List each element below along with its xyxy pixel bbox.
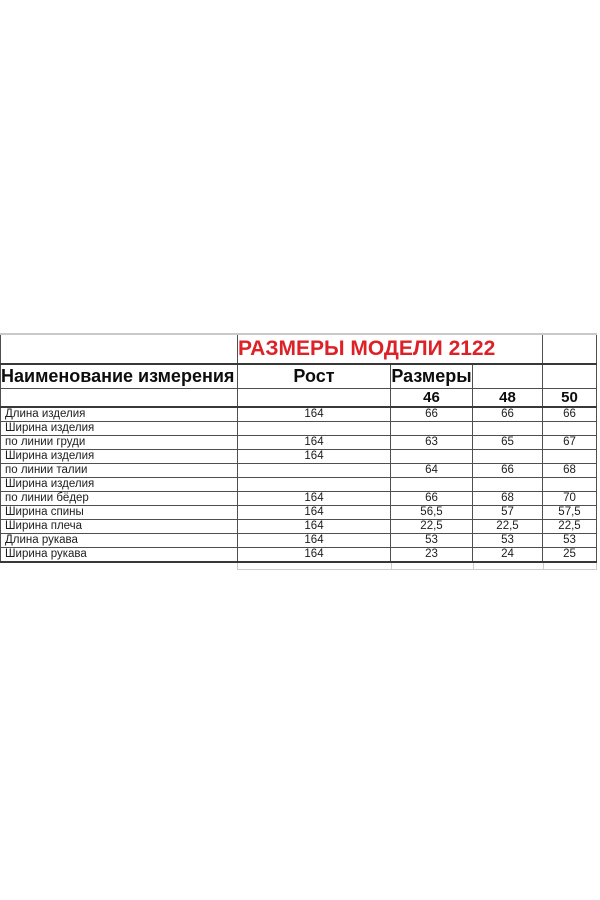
measurement-value-cell: 66 bbox=[390, 491, 473, 506]
measurement-value-cell: 57,5 bbox=[542, 505, 597, 520]
measurement-value-cell: 70 bbox=[542, 491, 597, 506]
table-row: Ширина изделия bbox=[0, 421, 597, 436]
header-height: Рост bbox=[237, 363, 391, 389]
measurement-value-cell: 53 bbox=[472, 533, 543, 548]
size-chart-table: РАЗМЕРЫ МОДЕЛИ 2122 Наименование измерен… bbox=[0, 333, 597, 563]
measurement-value-cell: 68 bbox=[472, 491, 543, 506]
measurement-name-cell: Ширина изделия bbox=[0, 421, 238, 436]
table-title: РАЗМЕРЫ МОДЕЛИ 2122 bbox=[237, 333, 543, 365]
measurement-value-cell: 164 bbox=[237, 491, 391, 506]
size-label-48: 48 bbox=[472, 388, 543, 408]
measurement-value-cell: 22,5 bbox=[542, 519, 597, 534]
measurement-value-cell: 56,5 bbox=[390, 505, 473, 520]
header-measurement-name: Наименование измерения bbox=[0, 363, 238, 389]
measurement-value-cell: 164 bbox=[237, 449, 391, 464]
table-row: по линии груди 164 63 65 67 bbox=[0, 435, 597, 450]
measurement-value-cell: 164 bbox=[237, 406, 391, 422]
measurement-name-cell: по линии бёдер bbox=[0, 491, 238, 506]
measurement-value-cell: 164 bbox=[237, 547, 391, 563]
table-row: Ширина спины 164 56,5 57 57,5 bbox=[0, 505, 597, 520]
measurement-value-cell: 53 bbox=[390, 533, 473, 548]
table-row: по линии талии 64 66 68 bbox=[0, 463, 597, 478]
measurement-value-cell: 67 bbox=[542, 435, 597, 450]
measurement-value-cell bbox=[237, 421, 391, 436]
measurement-value-cell: 68 bbox=[542, 463, 597, 478]
measurement-name-cell: Ширина плеча bbox=[0, 519, 238, 534]
measurement-name-cell: Ширина рукава bbox=[0, 547, 238, 563]
measurement-value-cell: 164 bbox=[237, 435, 391, 450]
measurement-value-cell: 164 bbox=[237, 533, 391, 548]
measurement-value-cell: 66 bbox=[542, 406, 597, 422]
measurement-name-cell: Длина рукава bbox=[0, 533, 238, 548]
measurement-value-cell: 22,5 bbox=[472, 519, 543, 534]
measurement-value-cell bbox=[390, 421, 473, 436]
sizes-row-empty-cell bbox=[0, 388, 238, 408]
header-empty-cell bbox=[472, 363, 543, 389]
measurement-value-cell: 164 bbox=[237, 519, 391, 534]
measurement-value-cell bbox=[472, 477, 543, 492]
measurements-body: Длина изделия 164 66 66 66 Ширина изделия по л… bbox=[0, 406, 597, 563]
measurement-value-cell: 164 bbox=[237, 505, 391, 520]
header-sizes: Размеры bbox=[390, 363, 473, 389]
measurement-value-cell: 66 bbox=[390, 406, 473, 422]
table-row: по линии бёдер 164 66 68 70 bbox=[0, 491, 597, 506]
measurement-value-cell: 25 bbox=[542, 547, 597, 563]
measurement-name-cell: Длина изделия bbox=[0, 406, 238, 422]
table-row: Длина изделия 164 66 66 66 bbox=[0, 406, 597, 422]
measurement-value-cell: 53 bbox=[542, 533, 597, 548]
grid-line-stub bbox=[473, 563, 474, 569]
grid-line-stub bbox=[543, 563, 544, 569]
size-label-46: 46 bbox=[390, 388, 473, 408]
column-header-row: Наименование измерения Рост Размеры bbox=[0, 363, 597, 389]
measurement-value-cell: 22,5 bbox=[390, 519, 473, 534]
size-labels-row: 46 48 50 bbox=[0, 388, 597, 408]
measurement-name-cell: Ширина изделия bbox=[0, 477, 238, 492]
size-label-50: 50 bbox=[542, 388, 597, 408]
measurement-value-cell: 65 bbox=[472, 435, 543, 450]
accent-corner-cell bbox=[542, 333, 597, 365]
measurement-value-cell bbox=[542, 477, 597, 492]
title-row-empty-cell bbox=[0, 333, 238, 365]
table-row: Ширина плеча 164 22,5 22,5 22,5 bbox=[0, 519, 597, 534]
header-empty-cell bbox=[542, 363, 597, 389]
measurement-value-cell: 23 bbox=[390, 547, 473, 563]
measurement-value-cell bbox=[472, 449, 543, 464]
measurement-name-cell: по линии груди bbox=[0, 435, 238, 450]
measurement-value-cell bbox=[237, 477, 391, 492]
measurement-value-cell: 66 bbox=[472, 463, 543, 478]
partial-next-row-artifact bbox=[237, 563, 597, 570]
measurement-value-cell bbox=[390, 477, 473, 492]
sizes-row-empty-cell bbox=[237, 388, 391, 408]
measurement-name-cell: по линии талии bbox=[0, 463, 238, 478]
table-row: Длина рукава 164 53 53 53 bbox=[0, 533, 597, 548]
table-row: Ширина рукава 164 23 24 25 bbox=[0, 547, 597, 563]
measurement-value-cell bbox=[542, 421, 597, 436]
measurement-value-cell: 64 bbox=[390, 463, 473, 478]
table-row: Ширина изделия 164 bbox=[0, 449, 597, 464]
measurement-value-cell: 63 bbox=[390, 435, 473, 450]
measurement-value-cell: 57 bbox=[472, 505, 543, 520]
measurement-value-cell bbox=[542, 449, 597, 464]
table-row: Ширина изделия bbox=[0, 477, 597, 492]
measurement-value-cell bbox=[237, 463, 391, 478]
title-row: РАЗМЕРЫ МОДЕЛИ 2122 bbox=[0, 333, 597, 365]
measurement-value-cell bbox=[472, 421, 543, 436]
grid-line-stub bbox=[391, 563, 392, 569]
measurement-value-cell: 24 bbox=[472, 547, 543, 563]
measurement-value-cell bbox=[390, 449, 473, 464]
measurement-name-cell: Ширина изделия bbox=[0, 449, 238, 464]
measurement-value-cell: 66 bbox=[472, 406, 543, 422]
measurement-name-cell: Ширина спины bbox=[0, 505, 238, 520]
